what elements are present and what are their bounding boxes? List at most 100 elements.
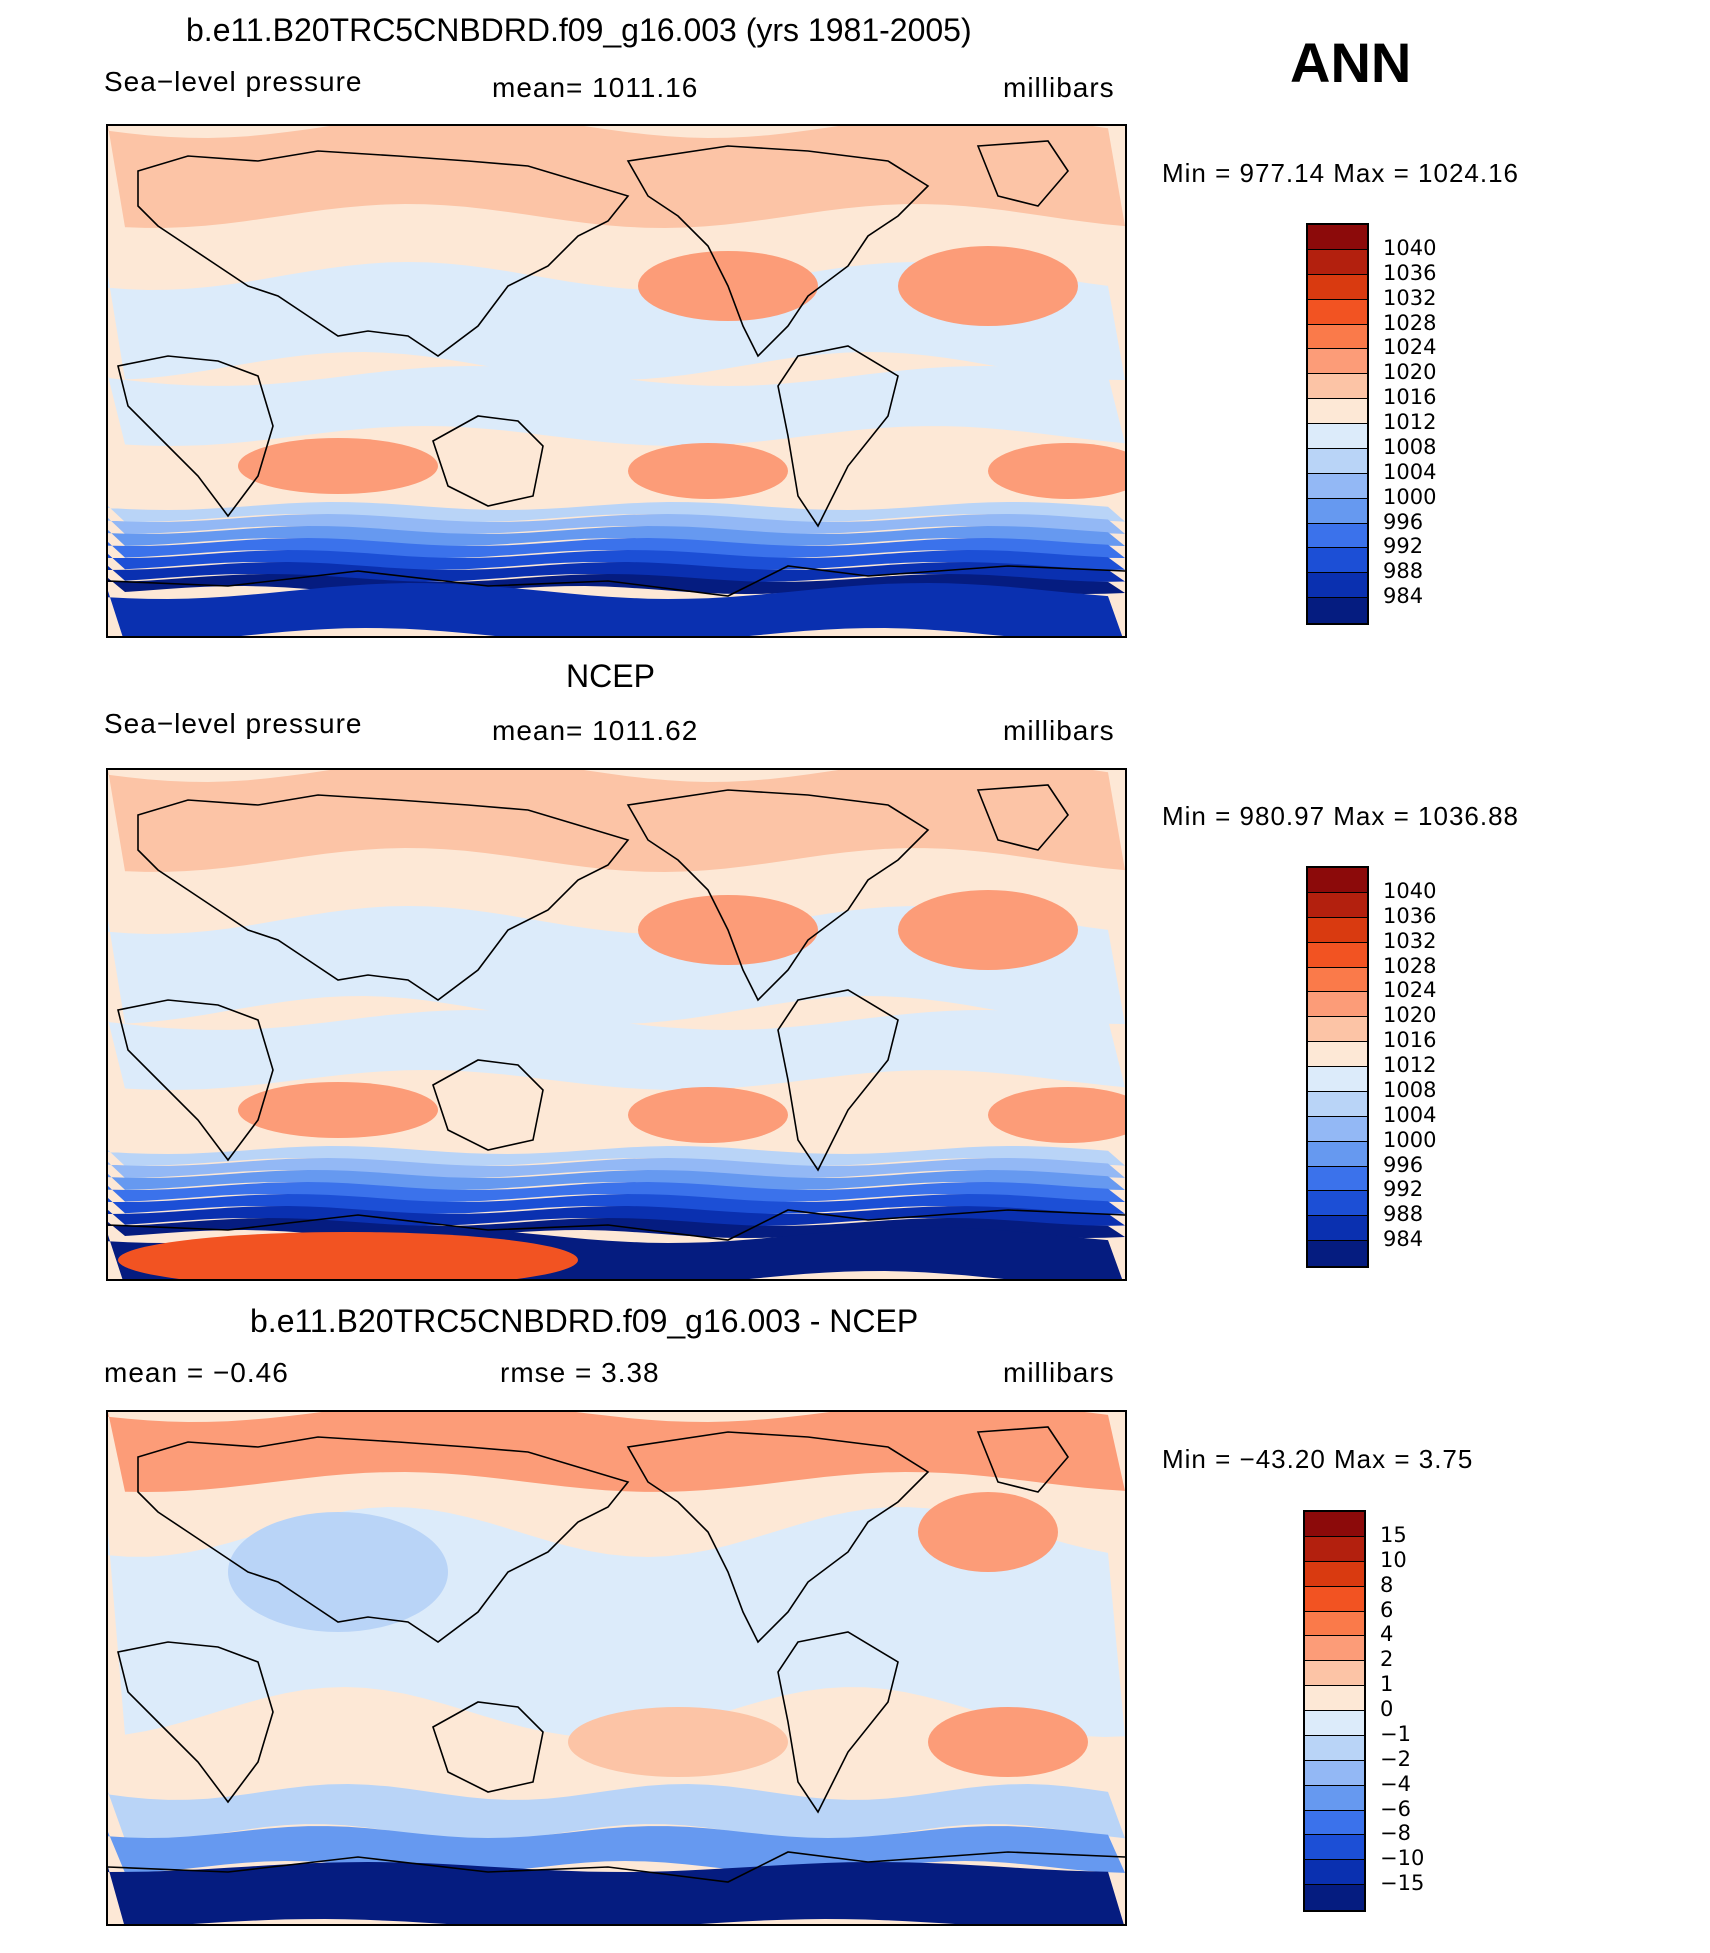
colorbar-label: −1 [1380,1721,1411,1746]
colorbar-swatch [1308,1141,1367,1167]
colorbar-swatch [1308,299,1367,325]
panel3-minmax: Min = −43.20 Max = 3.75 [1162,1444,1474,1474]
colorbar-swatch [1308,1191,1367,1217]
colorbar-label: 1004 [1383,1102,1437,1127]
colorbar-swatch [1308,349,1367,375]
colorbar-label: 1036 [1383,903,1437,928]
contour-band [108,1194,1125,1214]
colorbar-label: −8 [1380,1821,1411,1846]
colorbar-swatch [1305,1661,1364,1687]
colorbar-swatch [1308,967,1367,993]
colorbar-label: 1032 [1383,928,1437,953]
colorbar-label: 1020 [1383,1003,1437,1028]
colorbar-label: 1008 [1383,1077,1437,1102]
contour-band [108,770,1125,872]
colorbar-swatch [1308,598,1367,623]
contour-patch [628,443,788,499]
colorbar-swatch [1308,1241,1367,1266]
panel3-units-label: millibars [1003,1357,1115,1388]
colorbar-label: 1004 [1383,459,1437,484]
colorbar-swatch [1308,573,1367,599]
coastline [626,1431,930,1644]
colorbar-label: 996 [1383,509,1424,534]
coastline [117,355,274,518]
panel1-map [106,124,1127,638]
coastline [137,1436,630,1643]
colorbar-swatch [1308,868,1367,893]
contour-band [108,1412,1125,1492]
colorbar-label: 988 [1383,1202,1424,1227]
contour-patch [118,1232,578,1279]
coastline [137,150,630,357]
colorbar-swatch [1305,1561,1364,1587]
panel3-mean-label: mean = −0.46 [104,1357,289,1388]
coastline [137,794,630,1001]
colorbar-swatch [1305,1735,1364,1761]
colorbar-label: 984 [1383,1227,1424,1252]
colorbar-swatch [1308,374,1367,400]
contour-band [108,1862,1124,1924]
colorbar-swatch [1308,1216,1367,1242]
panel1-title: b.e11.B20TRC5CNBDRD.f09_g16.003 (yrs 198… [186,12,972,48]
coastline [976,1426,1070,1493]
contour-band [108,1784,1125,1840]
contour-band [108,126,1125,228]
colorbar-label: 1032 [1383,285,1437,310]
panel1-map-svg [108,126,1125,636]
panel1-variable-label: Sea−level pressure [104,66,363,97]
coastline [777,1631,899,1814]
colorbar-label: 4 [1380,1622,1394,1647]
colorbar-swatch [1308,1042,1367,1067]
panel2-title: NCEP [566,658,655,694]
colorbar-swatch [1305,1810,1364,1836]
colorbar-swatch [1305,1885,1364,1910]
contour-patch [988,1087,1125,1143]
colorbar-label: 996 [1383,1152,1424,1177]
contour-patch [228,1512,448,1632]
colorbar-swatch [1308,548,1367,574]
panel3-map-svg [108,1412,1125,1924]
contour-patch [898,890,1078,970]
panel2-variable-label: Sea−level pressure [104,708,363,739]
colorbar-label: −10 [1380,1846,1425,1871]
colorbar-swatch [1308,1067,1367,1092]
colorbar-label: 984 [1383,584,1424,609]
colorbar-swatch [1305,1686,1364,1711]
colorbar-swatch [1308,523,1367,549]
contour-patch [238,1082,438,1138]
colorbar-label: 992 [1383,1177,1424,1202]
colorbar-swatch [1308,1116,1367,1142]
colorbar-label: 1020 [1383,360,1437,385]
panel3-rmse-label: rmse = 3.38 [500,1357,660,1388]
colorbar-swatch [1305,1512,1364,1537]
contour-patch [918,1492,1058,1572]
coastline [976,140,1070,207]
coastline [976,784,1070,851]
contour-patch [568,1707,788,1777]
colorbar-label: 1040 [1383,878,1437,903]
colorbar-label: 1024 [1383,978,1437,1003]
colorbar-label: 988 [1383,559,1424,584]
colorbar-label: 1012 [1383,1053,1437,1077]
colorbar-label: 8 [1380,1572,1394,1597]
colorbar-swatch [1308,942,1367,968]
contour-patch [928,1707,1088,1777]
coastline [432,415,544,507]
colorbar-label: 2 [1380,1647,1394,1672]
colorbar-swatch [1308,917,1367,943]
colorbar-label: 0 [1380,1697,1394,1721]
contour-patch [238,438,438,494]
panel2-colorbar [1306,866,1369,1268]
colorbar-label: 1012 [1383,410,1437,434]
contour-band [108,906,1125,1024]
colorbar-swatch [1308,274,1367,300]
colorbar-swatch [1308,424,1367,449]
colorbar-swatch [1308,1166,1367,1192]
colorbar-label: 6 [1380,1597,1394,1622]
panel2-map [106,768,1127,1281]
colorbar-swatch [1305,1785,1364,1811]
panel3-map [106,1410,1127,1926]
coastline [432,1059,544,1151]
colorbar-swatch [1308,473,1367,499]
colorbar-swatch [1308,225,1367,250]
